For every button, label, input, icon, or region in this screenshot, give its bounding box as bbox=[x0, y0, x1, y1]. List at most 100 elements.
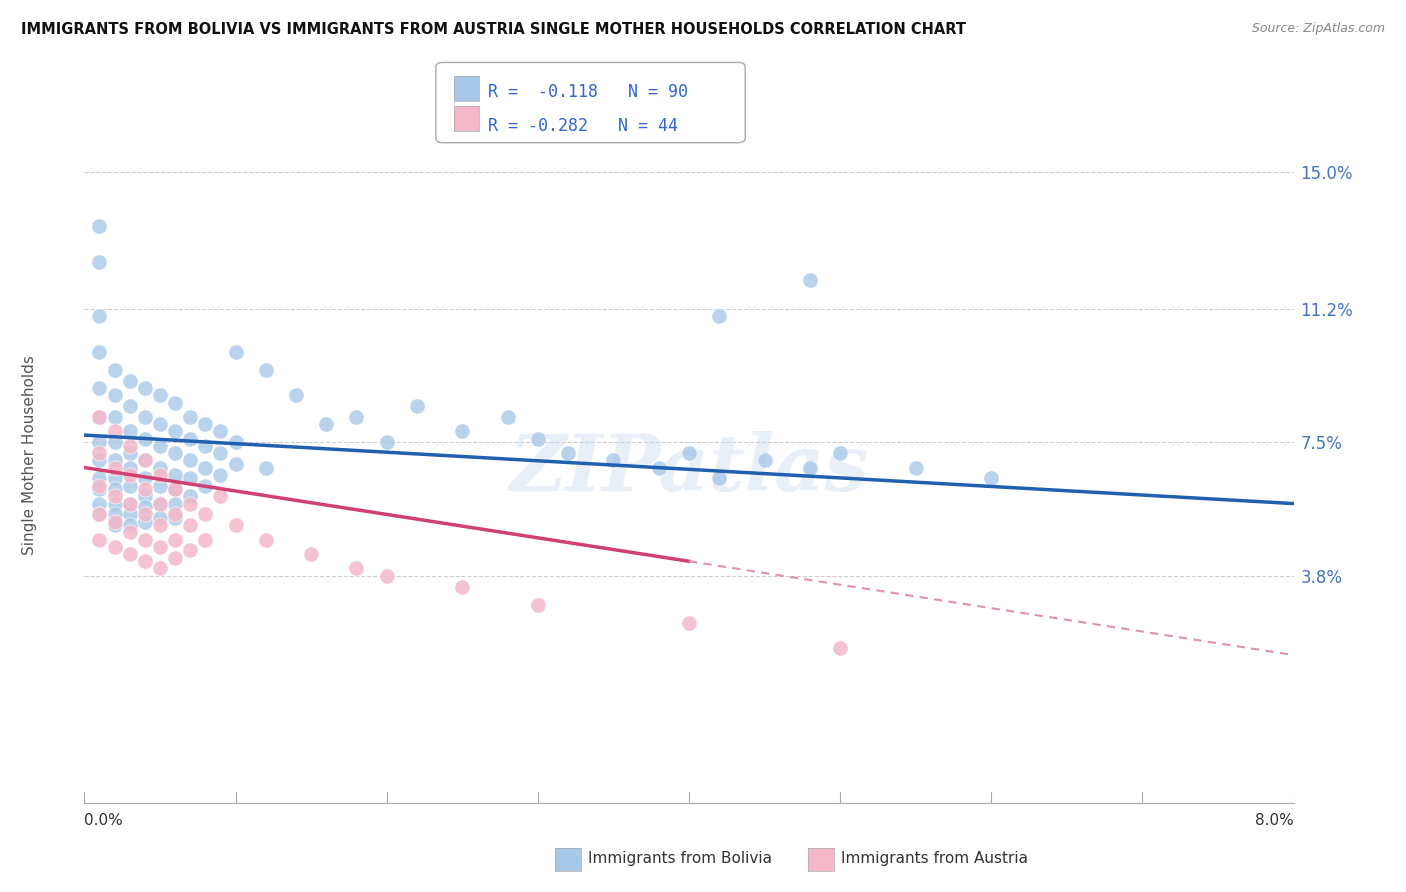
Point bbox=[89, 453, 111, 467]
Point bbox=[527, 598, 550, 612]
Point bbox=[165, 482, 187, 496]
Point bbox=[104, 410, 127, 425]
Point bbox=[89, 345, 111, 359]
Point bbox=[118, 467, 141, 482]
Point bbox=[118, 478, 141, 492]
Point bbox=[451, 580, 474, 594]
Point bbox=[89, 533, 111, 547]
Point bbox=[134, 410, 156, 425]
Point bbox=[104, 489, 127, 503]
Point bbox=[346, 561, 368, 575]
Point bbox=[104, 363, 127, 377]
Point bbox=[346, 410, 368, 425]
Text: 8.0%: 8.0% bbox=[1254, 814, 1294, 828]
Point bbox=[89, 446, 111, 460]
Point bbox=[980, 471, 1002, 485]
Point bbox=[165, 467, 187, 482]
Text: Source: ZipAtlas.com: Source: ZipAtlas.com bbox=[1251, 22, 1385, 36]
Point bbox=[194, 460, 217, 475]
Point bbox=[134, 453, 156, 467]
Point bbox=[134, 500, 156, 515]
Point bbox=[118, 525, 141, 540]
Point bbox=[104, 508, 127, 522]
Point bbox=[118, 446, 141, 460]
Point bbox=[89, 482, 111, 496]
Point bbox=[118, 518, 141, 533]
Point bbox=[165, 508, 187, 522]
Point bbox=[89, 309, 111, 323]
Point bbox=[254, 363, 277, 377]
Point bbox=[799, 273, 821, 287]
Point bbox=[104, 425, 127, 439]
Point bbox=[194, 417, 217, 432]
Point bbox=[799, 460, 821, 475]
Point bbox=[89, 478, 111, 492]
Point bbox=[165, 533, 187, 547]
Point bbox=[179, 471, 201, 485]
Point bbox=[165, 497, 187, 511]
Point bbox=[209, 446, 232, 460]
Point bbox=[118, 399, 141, 413]
Point bbox=[830, 446, 852, 460]
Point bbox=[134, 471, 156, 485]
Point bbox=[179, 497, 201, 511]
Point bbox=[709, 309, 731, 323]
Point bbox=[149, 388, 172, 402]
Point bbox=[89, 410, 111, 425]
Point bbox=[165, 511, 187, 525]
Point bbox=[104, 515, 127, 529]
Point bbox=[165, 550, 187, 565]
Point bbox=[118, 374, 141, 388]
Point bbox=[104, 388, 127, 402]
Point bbox=[104, 471, 127, 485]
Text: R =  -0.118   N = 90: R = -0.118 N = 90 bbox=[488, 83, 688, 101]
Point bbox=[89, 381, 111, 395]
Point bbox=[194, 439, 217, 453]
Text: Single Mother Households: Single Mother Households bbox=[22, 355, 38, 555]
Point bbox=[254, 460, 277, 475]
Point bbox=[904, 460, 927, 475]
Point bbox=[118, 439, 141, 453]
Point bbox=[104, 460, 127, 475]
Point bbox=[678, 446, 700, 460]
Point bbox=[118, 460, 141, 475]
Point bbox=[254, 533, 277, 547]
Point bbox=[149, 460, 172, 475]
Point bbox=[149, 467, 172, 482]
Point bbox=[89, 255, 111, 269]
Point bbox=[118, 508, 141, 522]
Point bbox=[225, 457, 247, 471]
Point bbox=[118, 497, 141, 511]
Point bbox=[89, 508, 111, 522]
Point bbox=[89, 410, 111, 425]
Point bbox=[149, 497, 172, 511]
Point bbox=[165, 482, 187, 496]
Text: Immigrants from Bolivia: Immigrants from Bolivia bbox=[588, 852, 772, 866]
Point bbox=[179, 543, 201, 558]
Point bbox=[225, 518, 247, 533]
Point bbox=[678, 615, 700, 630]
Point bbox=[406, 399, 429, 413]
Point bbox=[179, 453, 201, 467]
Text: R = -0.282   N = 44: R = -0.282 N = 44 bbox=[488, 117, 678, 135]
Point bbox=[225, 435, 247, 450]
Point bbox=[194, 533, 217, 547]
Point bbox=[754, 453, 776, 467]
Point bbox=[225, 345, 247, 359]
Point bbox=[149, 497, 172, 511]
Point bbox=[104, 540, 127, 554]
Point bbox=[89, 497, 111, 511]
Point bbox=[194, 508, 217, 522]
Point bbox=[179, 432, 201, 446]
Point bbox=[134, 515, 156, 529]
Point bbox=[118, 547, 141, 561]
Point bbox=[709, 471, 731, 485]
Point bbox=[149, 478, 172, 492]
Point bbox=[830, 640, 852, 655]
Point bbox=[149, 518, 172, 533]
Point bbox=[209, 489, 232, 503]
Point bbox=[375, 568, 398, 582]
Point bbox=[648, 460, 671, 475]
Point bbox=[104, 518, 127, 533]
Point bbox=[118, 425, 141, 439]
